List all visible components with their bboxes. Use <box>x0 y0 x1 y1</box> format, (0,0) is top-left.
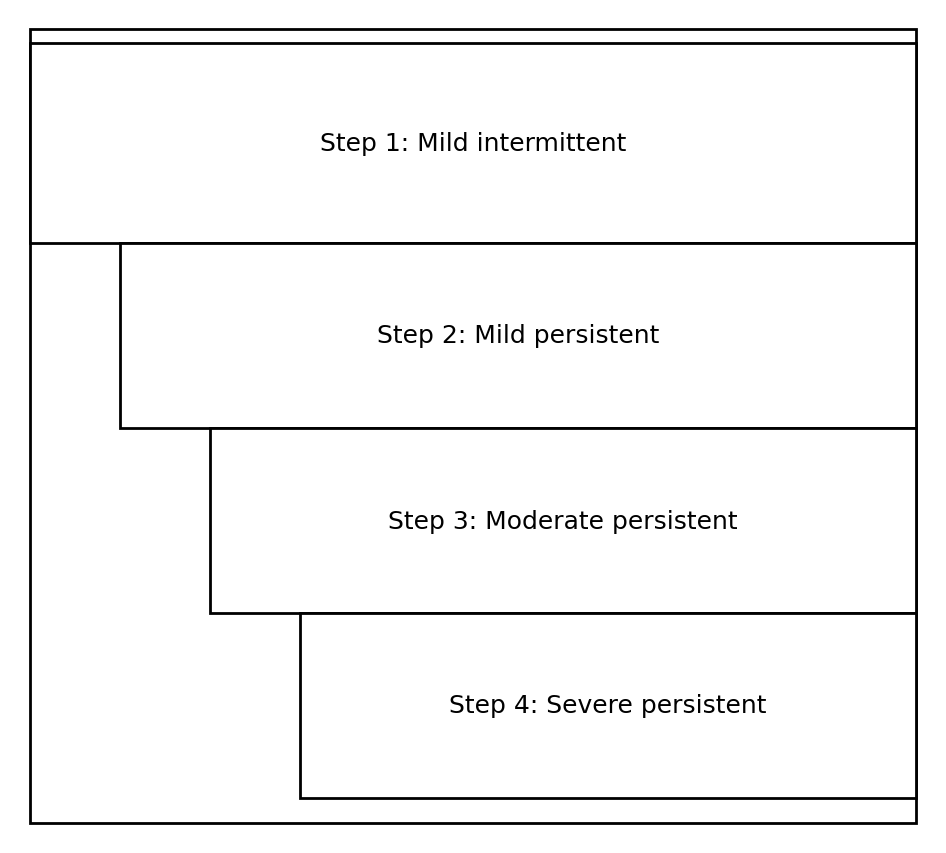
Bar <box>300 613 916 798</box>
Text: Step 2: Mild persistent: Step 2: Mild persistent <box>377 324 659 348</box>
Bar <box>120 244 916 428</box>
Text: Step 4: Severe persistent: Step 4: Severe persistent <box>449 693 767 717</box>
Bar <box>210 428 916 613</box>
Bar <box>30 44 916 244</box>
Text: Step 1: Mild intermittent: Step 1: Mild intermittent <box>320 132 626 156</box>
Text: Step 3: Moderate persistent: Step 3: Moderate persistent <box>388 509 738 533</box>
